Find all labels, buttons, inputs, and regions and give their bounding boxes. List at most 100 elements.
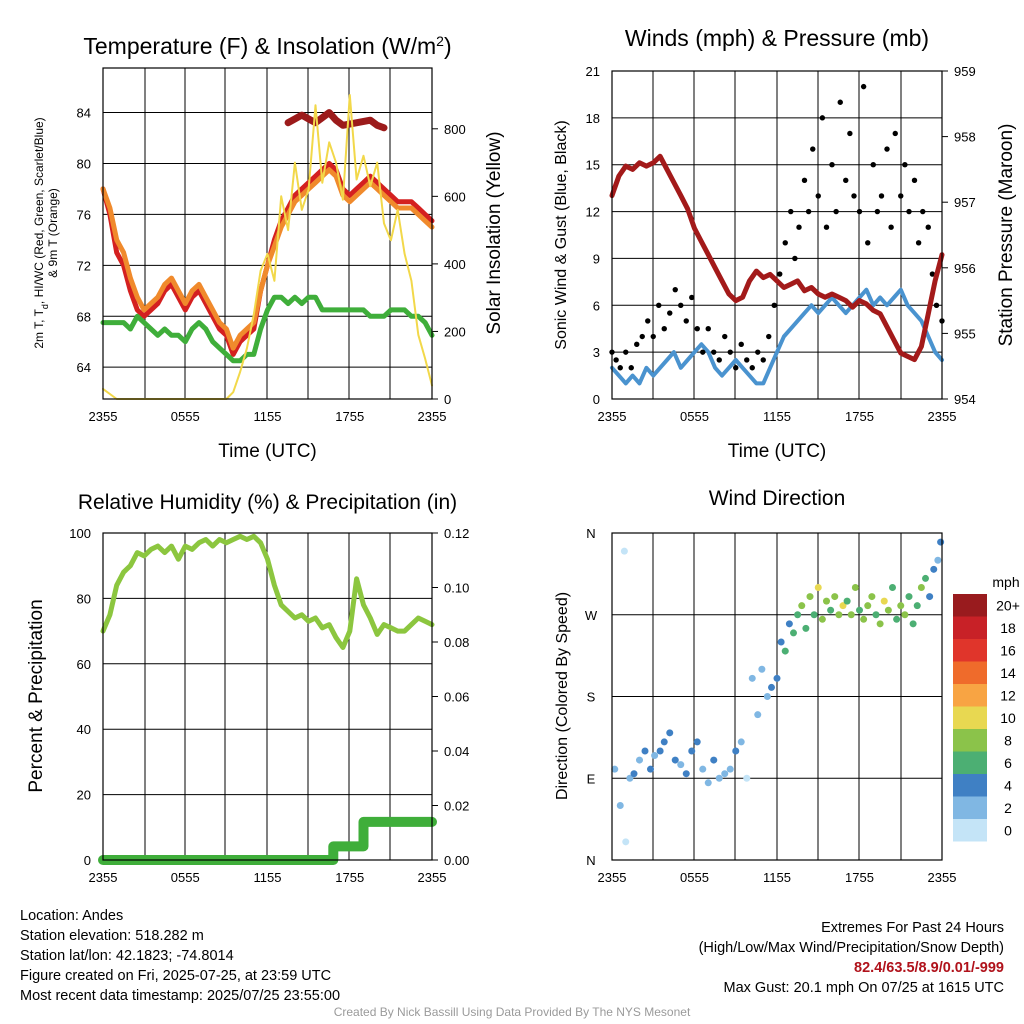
- scatter-point: [693, 738, 701, 746]
- max-gust-text: Max Gust: 20.1 mph On 07/25 at 1615 UTC: [723, 980, 1004, 996]
- gust-point: [925, 224, 931, 230]
- x-tick-label: 1155: [763, 409, 791, 424]
- gust-point: [727, 349, 733, 355]
- scatter-point: [794, 611, 802, 619]
- x-tick-label: 1155: [763, 870, 791, 885]
- location-text: Location: Andes: [20, 908, 124, 924]
- series-line: [100, 533, 435, 650]
- chart-3: 0 20 40 60 80 100 0.00 0.02 0.04 0.06 0.08 0.10 0.12…: [69, 491, 469, 885]
- scatter-point: [818, 615, 826, 623]
- gust-point: [760, 357, 766, 363]
- scatter-point: [843, 597, 851, 605]
- x-tick-label: 2355: [928, 409, 957, 424]
- y-tick-label-right: 956: [954, 261, 976, 276]
- gust-point: [667, 310, 673, 316]
- gust-point: [892, 130, 898, 137]
- y-tick-label: 18: [586, 111, 600, 126]
- created-text: Figure created on Fri, 2025-07-25, at 23…: [20, 968, 332, 984]
- scatter-point: [743, 774, 751, 782]
- scatter-point: [630, 770, 638, 778]
- scatter-point: [656, 747, 664, 755]
- scatter-point: [677, 761, 685, 769]
- scatter-point: [699, 765, 707, 773]
- colorbar-label: 12: [1000, 687, 1016, 703]
- scatter-point: [790, 629, 797, 637]
- colorbar-swatch: [953, 751, 987, 774]
- colorbar-swatch: [953, 819, 987, 842]
- plot-frame: [102, 67, 433, 400]
- scatter-point: [934, 556, 942, 564]
- scatter-point: [763, 693, 771, 700]
- scatter-point: [856, 606, 863, 614]
- scatter-point: [814, 584, 822, 591]
- gust-point: [837, 99, 843, 105]
- gust-point: [906, 208, 912, 215]
- x-tick-label: 2355: [598, 870, 627, 885]
- scatter-point: [773, 674, 781, 682]
- plot-frame: [611, 70, 943, 400]
- scatter-point: [754, 711, 762, 719]
- y-tick-label-right: 200: [444, 324, 466, 339]
- scatter-point: [785, 620, 793, 628]
- chart-title: Relative Humidity (%) & Precipitation (i…: [78, 491, 457, 514]
- scatter-point: [671, 756, 679, 764]
- y-tick-label: 76: [77, 207, 91, 222]
- y-axis-label-temp-line2: & 9m T (Orange): [46, 188, 60, 278]
- scatter-point: [660, 738, 668, 746]
- scatter-point: [647, 765, 654, 773]
- gust-point: [819, 115, 826, 121]
- scatter-point: [823, 597, 830, 605]
- y-tick-label-right: 800: [444, 122, 466, 137]
- series-line: [609, 153, 945, 363]
- scatter-point: [641, 747, 649, 755]
- series-line: [100, 167, 435, 351]
- y-tick-label: 80: [77, 156, 91, 171]
- colorbar-label: 18: [1000, 620, 1016, 636]
- x-tick-label: 1755: [335, 409, 364, 424]
- gust-point: [656, 302, 662, 308]
- scatter-point: [917, 584, 925, 591]
- gust-point: [856, 208, 863, 215]
- x-tick-label: 2355: [418, 409, 447, 424]
- y-tick-label-right: 958: [954, 130, 976, 145]
- colorbar-label: 20+: [996, 597, 1020, 613]
- y-tick-label: 9: [593, 251, 600, 266]
- colorbar-swatch: [953, 616, 987, 639]
- plot-frame: [611, 532, 943, 861]
- scatter-point: [893, 615, 901, 623]
- scatter-point: [922, 574, 929, 582]
- y-tick-label: 84: [77, 106, 91, 121]
- gust-point: [792, 255, 798, 262]
- scatter-point: [710, 756, 718, 764]
- gust-point: [661, 326, 667, 332]
- y-tick-label: 21: [586, 64, 600, 79]
- scatter-point: [901, 611, 909, 619]
- scatter-point: [721, 770, 729, 778]
- extremes-subtitle: (High/Low/Max Wind/Precipitation/Snow De…: [698, 940, 1004, 956]
- gust-point: [705, 326, 711, 332]
- y-tick-label-right: 0.06: [444, 690, 469, 705]
- gust-point: [689, 294, 695, 301]
- scatter-point: [835, 611, 843, 619]
- y-tick-label-right: 0.08: [444, 635, 469, 650]
- scatter-point: [737, 738, 745, 746]
- y-axis-label-temp-line1: 2m T, Td, HI/WC (Red, Green, Scarlet/Blu…: [32, 117, 50, 348]
- x-tick-label: 1755: [845, 870, 874, 885]
- y-tick-label: 15: [586, 158, 600, 173]
- gust-point: [933, 302, 940, 308]
- scatter-point: [636, 756, 643, 764]
- gust-point: [733, 365, 739, 371]
- gust-point: [700, 349, 706, 355]
- gust-point: [796, 224, 802, 230]
- chart-title: Winds (mph) & Pressure (mb): [625, 25, 929, 51]
- gust-point: [744, 357, 750, 363]
- x-tick-label: 1755: [335, 870, 364, 885]
- scatter-point: [616, 802, 624, 809]
- y-tick-label-right: 0.00: [444, 853, 469, 868]
- gust-point: [617, 365, 623, 371]
- scatter-point: [839, 602, 847, 610]
- y-tick-label: 40: [77, 722, 91, 737]
- colorbar-swatch: [953, 796, 987, 819]
- x-tick-label: 0555: [171, 409, 200, 424]
